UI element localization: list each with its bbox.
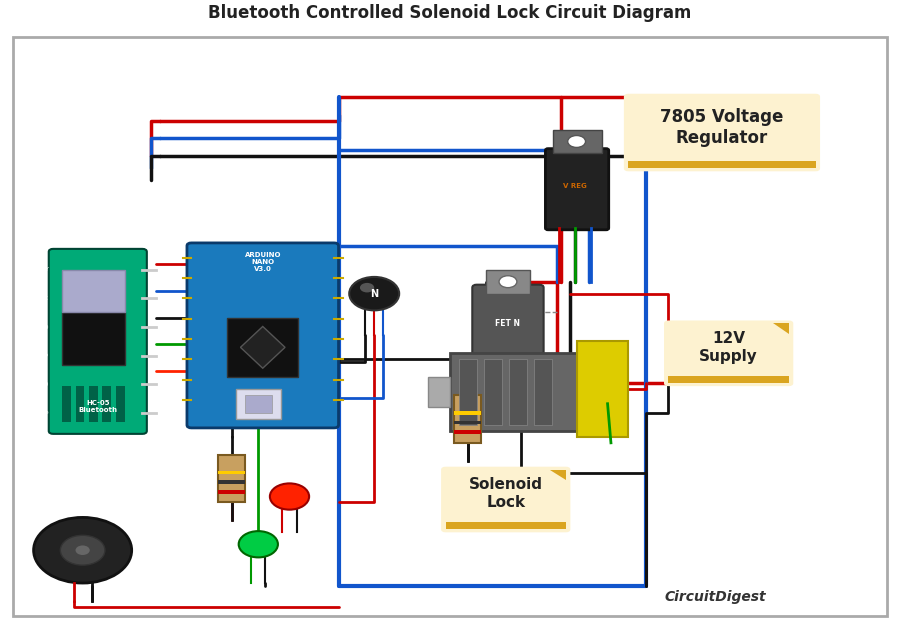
Text: State: State: [32, 411, 49, 416]
Title: Bluetooth Controlled Solenoid Lock Circuit Diagram: Bluetooth Controlled Solenoid Lock Circu…: [208, 4, 692, 22]
FancyBboxPatch shape: [472, 285, 544, 362]
Text: RXD: RXD: [35, 382, 49, 387]
Circle shape: [33, 518, 131, 583]
Text: CircuitDigest: CircuitDigest: [665, 590, 767, 604]
FancyBboxPatch shape: [664, 321, 793, 386]
Circle shape: [238, 531, 278, 557]
Bar: [218, 490, 245, 493]
Text: ARDUINO
NANO
V3.0: ARDUINO NANO V3.0: [245, 252, 281, 272]
Bar: [484, 359, 501, 425]
Text: TXD: TXD: [36, 353, 49, 358]
Bar: [628, 161, 815, 168]
Text: HC-05
Bluetooth: HC-05 Bluetooth: [78, 400, 117, 413]
Circle shape: [270, 483, 309, 510]
Bar: [534, 359, 552, 425]
Text: V REG: V REG: [563, 183, 587, 189]
Bar: [454, 411, 482, 415]
Bar: [218, 480, 245, 484]
Bar: [115, 386, 124, 422]
FancyBboxPatch shape: [441, 467, 571, 532]
Bar: [62, 270, 124, 312]
Circle shape: [360, 283, 374, 292]
Bar: [62, 386, 71, 422]
Bar: [450, 353, 577, 431]
Bar: [577, 341, 628, 437]
Text: VCC: VCC: [36, 296, 49, 301]
Circle shape: [568, 135, 586, 148]
Text: 12V
Supply: 12V Supply: [699, 331, 758, 364]
Circle shape: [76, 545, 90, 555]
Circle shape: [60, 535, 105, 565]
FancyBboxPatch shape: [187, 243, 338, 428]
Bar: [508, 359, 526, 425]
Bar: [454, 395, 482, 443]
Text: 7805 Voltage
Regulator: 7805 Voltage Regulator: [661, 108, 784, 147]
Text: FET N: FET N: [496, 319, 520, 328]
Bar: [669, 376, 788, 383]
Bar: [218, 471, 245, 475]
Bar: [218, 454, 245, 503]
Polygon shape: [773, 324, 788, 334]
Bar: [454, 421, 482, 424]
Text: N: N: [370, 289, 378, 299]
Circle shape: [499, 275, 517, 288]
FancyBboxPatch shape: [49, 249, 147, 434]
Bar: [428, 377, 450, 407]
Bar: [227, 317, 299, 377]
Bar: [446, 522, 566, 530]
Bar: [76, 386, 85, 422]
Bar: [459, 359, 477, 425]
Text: GND: GND: [34, 324, 49, 329]
Circle shape: [349, 277, 400, 310]
Bar: [103, 386, 112, 422]
Bar: [236, 389, 281, 419]
Bar: [486, 270, 530, 294]
Polygon shape: [550, 470, 566, 480]
Polygon shape: [240, 326, 285, 368]
FancyBboxPatch shape: [545, 148, 608, 230]
FancyBboxPatch shape: [624, 94, 820, 172]
Bar: [89, 386, 98, 422]
Bar: [62, 312, 124, 365]
Text: KEY: KEY: [37, 267, 49, 272]
Bar: [553, 130, 601, 153]
Bar: [454, 430, 482, 434]
Text: Solenoid
Lock: Solenoid Lock: [469, 478, 543, 510]
Bar: [245, 395, 272, 413]
